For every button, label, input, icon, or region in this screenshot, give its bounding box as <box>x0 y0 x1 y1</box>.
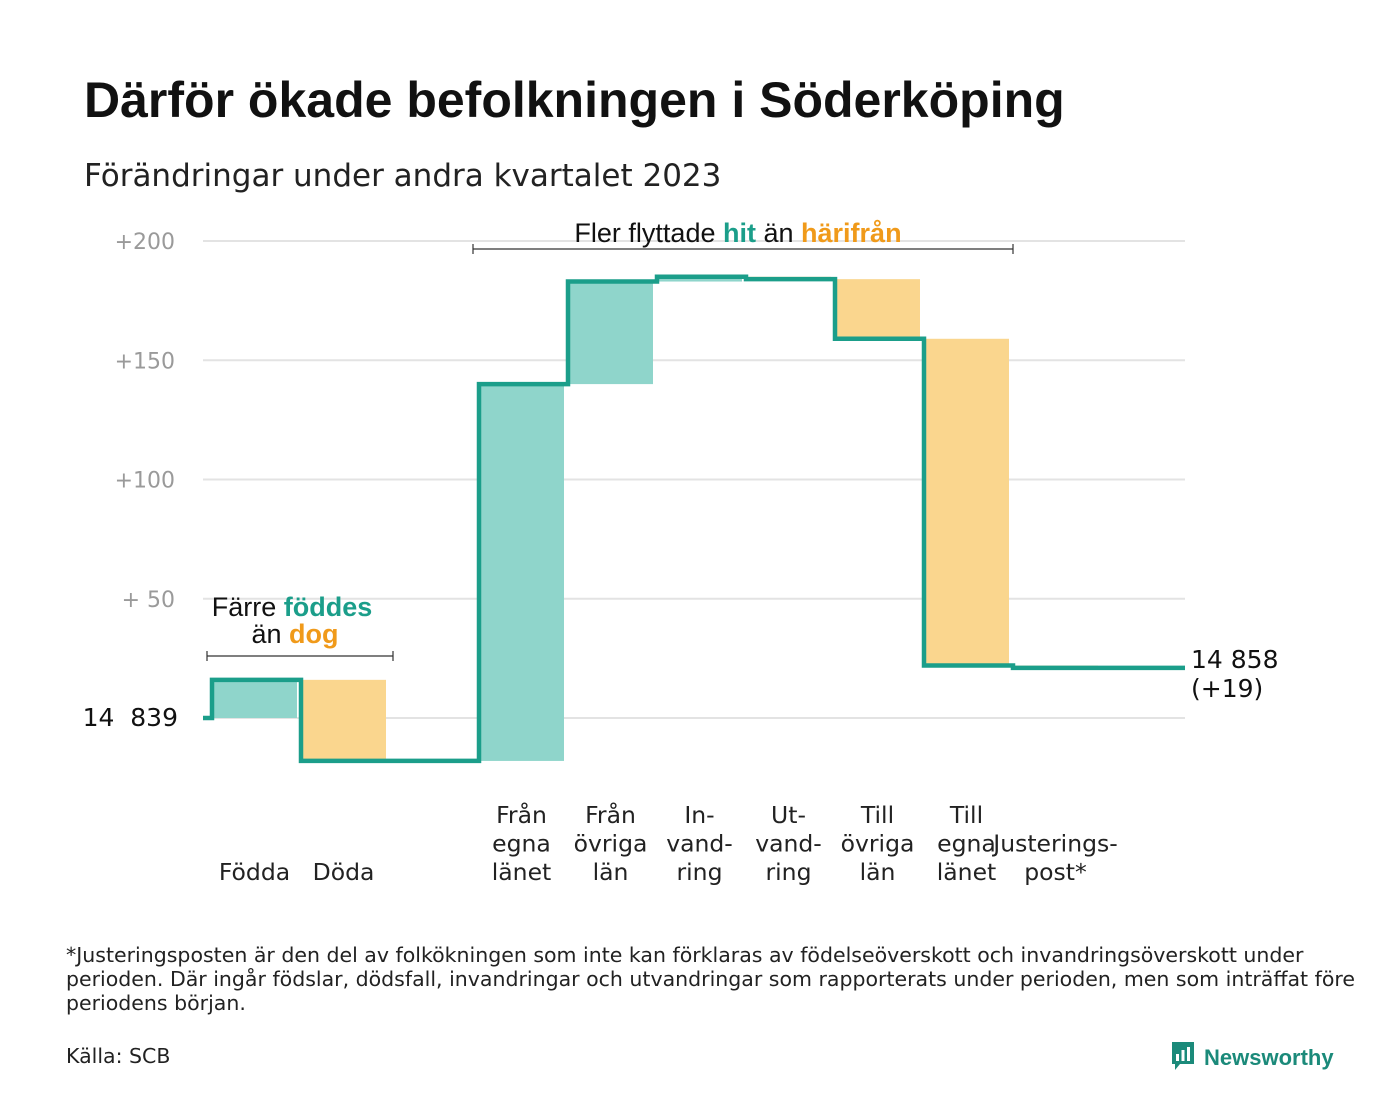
annotation-highlight-harifran: härifrån <box>801 218 902 248</box>
x-tick-label: egna <box>492 830 551 858</box>
annotation-highlight-died: dog <box>289 619 338 649</box>
brand-name: Newsworthy <box>1204 1045 1334 1070</box>
x-tick-label: Justerings- <box>991 830 1117 858</box>
svg-text:Färre föddes: Färre föddes <box>212 592 373 622</box>
baseline-label: 14 839 <box>83 703 178 732</box>
x-tick-label: Från <box>496 801 547 829</box>
x-tick-label: län <box>593 858 629 886</box>
x-tick-label: Till <box>860 801 894 829</box>
cumulative-step-line <box>203 274 1185 764</box>
x-tick-label: ring <box>765 858 811 886</box>
svg-text:Fler flyttade hit än härifrån: Fler flyttade hit än härifrån <box>574 218 901 248</box>
x-tick-label: Döda <box>313 858 375 886</box>
newsworthy-logo: Newsworthy <box>1170 1038 1334 1078</box>
waterfall-bar <box>657 276 742 282</box>
end-value-label: 14 858 <box>1191 645 1278 674</box>
x-tick-label: länet <box>937 858 997 886</box>
cumulative-line <box>203 274 1185 764</box>
end-change-label: (+19) <box>1191 674 1263 703</box>
waterfall-bar <box>301 679 386 761</box>
waterfall-bar <box>479 384 564 761</box>
x-tick-label: vand- <box>666 830 733 858</box>
y-tick-label: + 50 <box>122 588 175 613</box>
x-axis-labels: Födda DödaFrånegnalänetFrånövrigalänIn-va… <box>219 801 1118 886</box>
grid-lines <box>203 240 1185 719</box>
birth-death-annotation: Färre föddes än dog <box>206 592 394 661</box>
waterfall-bar <box>568 281 653 385</box>
x-tick-label: övriga <box>574 830 648 858</box>
annotation-middle: än <box>756 218 801 248</box>
chart-subtitle: Förändringar under andra kvartalet 2023 <box>84 158 722 194</box>
chart-title: Därför ökade befolkningen i Söderköping <box>84 72 1065 128</box>
x-tick-label: övriga <box>841 830 915 858</box>
annotation-highlight-hit: hit <box>723 218 756 248</box>
waterfall-bar <box>212 679 297 718</box>
annotation-prefix: Fler flyttade <box>574 218 723 248</box>
x-tick-label: län <box>860 858 896 886</box>
y-tick-label: +150 <box>115 349 175 374</box>
y-tick-label: +100 <box>115 469 175 494</box>
annotation-highlight-born: föddes <box>284 592 373 622</box>
y-tick-label: +200 <box>115 230 175 255</box>
bars <box>212 276 1098 761</box>
x-tick-label: Ut- <box>771 801 806 829</box>
x-tick-label: Från <box>585 801 636 829</box>
bar-chart-icon <box>1170 1040 1196 1076</box>
waterfall-chart: +200+150+100+ 50 Födda DödaFrånegnalänetF… <box>83 218 1279 886</box>
waterfall-bar <box>924 338 1009 666</box>
x-tick-label: länet <box>492 858 552 886</box>
x-tick-label: ring <box>676 858 722 886</box>
x-tick-label: vand- <box>755 830 822 858</box>
y-axis-ticks: +200 +150 +100 + 50 <box>115 230 175 613</box>
footnote: *Justeringsposten är den del av folkökni… <box>66 943 1355 1015</box>
annotation-prefix: Färre <box>212 592 284 622</box>
source: Källa: SCB <box>66 1044 171 1068</box>
x-tick-label: post* <box>1024 858 1087 886</box>
migration-annotation: Fler flyttade hit än härifrån <box>472 218 1014 254</box>
x-tick-label: egna <box>937 830 996 858</box>
svg-text:än dog: än dog <box>251 619 338 649</box>
waterfall-bar <box>835 279 920 339</box>
x-tick-label: Födda <box>219 858 290 886</box>
annotation-prefix: än <box>251 619 289 649</box>
x-tick-label: Till <box>949 801 983 829</box>
x-tick-label: In- <box>684 801 714 829</box>
